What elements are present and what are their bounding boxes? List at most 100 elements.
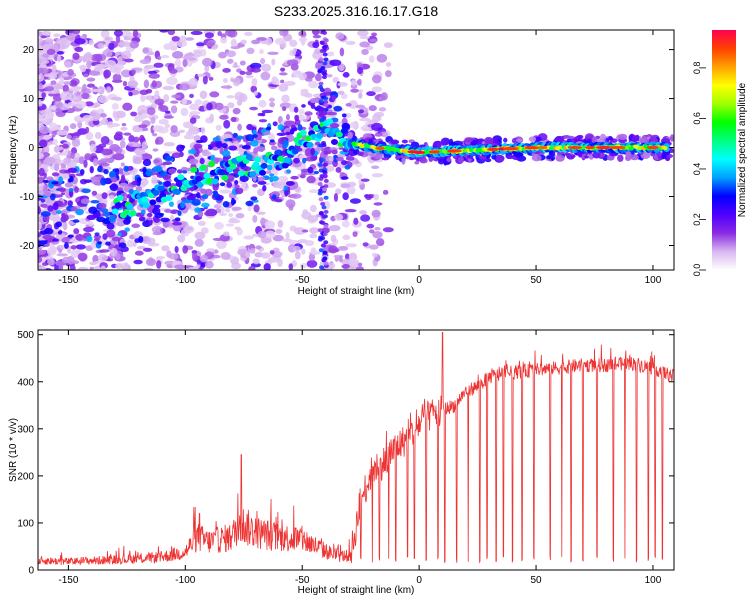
heatmap-noise-blob (85, 126, 90, 134)
heatmap-noise-blob (218, 51, 227, 59)
heatmap-ridge-blob (495, 154, 505, 162)
heatmap-noise-blob (301, 248, 306, 255)
heatmap-noise-blob (371, 74, 382, 84)
heatmap-noise-blob (148, 73, 160, 79)
snr-x-tick-label: -100 (175, 575, 195, 586)
heatmap-noise-blob (214, 102, 224, 111)
heatmap-peak (428, 150, 440, 154)
heatmap-noise-blob (166, 76, 178, 86)
heatmap-noise-blob (289, 39, 298, 47)
heatmap-ridge-blob (242, 144, 251, 150)
heatmap-noise-blob (56, 37, 68, 45)
heatmap-noise-blob (53, 145, 60, 153)
heatmap-noise-blob (79, 64, 87, 73)
heatmap-ridge-blob (213, 141, 221, 148)
heatmap-ridge-blob (210, 154, 216, 162)
heatmap-noise-blob (71, 139, 81, 148)
heatmap-ridge-blob (174, 217, 181, 221)
colorbar-label: Normalized spectral amplitude (737, 82, 748, 217)
heatmap-noise-blob (371, 252, 378, 258)
heatmap-ridge-cell (200, 164, 208, 171)
heatmap-noise-blob (84, 101, 94, 107)
heatmap-noise-blob (219, 189, 232, 194)
heatmap-noise-blob (62, 81, 71, 85)
heatmap-noise-blob (204, 260, 214, 269)
heatmap-noise-blob (155, 136, 164, 145)
heatmap-noise-blob (209, 91, 220, 98)
heatmap-ridge-blob (164, 208, 172, 213)
heatmap-ridge-blob (146, 212, 153, 218)
heatmap-ridge-blob (528, 136, 537, 142)
heatmap-noise-blob (337, 246, 349, 251)
heatmap-noise-blob (271, 58, 276, 66)
heatmap-ridge-blob (536, 136, 542, 142)
heatmap-noise-blob (58, 265, 64, 270)
heatmap-noise-blob (328, 224, 341, 232)
heatmap-noise-blob (128, 91, 133, 97)
heatmap-ridge-blob (390, 139, 400, 145)
heatmap-noise-blob (214, 221, 224, 230)
heatmap-ridge-blob (569, 154, 576, 158)
heatmap-noise-blob (97, 86, 105, 95)
heatmap-noise-blob (257, 112, 264, 117)
heatmap-ridge-blob (329, 123, 340, 129)
heatmap-ridge-blob (290, 175, 299, 180)
heatmap-ridge-blob (73, 228, 80, 235)
heatmap-noise-blob (194, 99, 203, 106)
heatmap-noise-blob (261, 63, 272, 72)
heatmap-noise-blob (38, 139, 48, 148)
heatmap-noise-blob (188, 77, 199, 87)
heatmap-ridge-blob (105, 241, 111, 246)
heatmap-noise-blob (225, 223, 235, 227)
heatmap-noise-blob (162, 85, 175, 91)
heatmap-noise-blob (100, 118, 109, 126)
heatmap-ridge-blob (214, 157, 219, 164)
heatmap-noise-blob (39, 125, 50, 135)
heatmap-ridge-cell (180, 185, 188, 192)
heatmap-ridge-blob (274, 198, 283, 203)
heatmap-noise-blob (132, 142, 142, 148)
heatmap-ridge-blob (228, 145, 238, 151)
heatmap-ridge-blob (276, 132, 287, 136)
heatmap-noise-blob (338, 63, 345, 72)
heatmap-noise-blob (75, 244, 86, 250)
heatmap-noise-blob (289, 193, 302, 199)
heatmap-noise-blob (368, 105, 377, 112)
heatmap-column-blob (321, 45, 327, 50)
heatmap-noise-blob (64, 61, 72, 68)
heatmap-ridge-cell (326, 118, 334, 125)
heatmap-ridge-blob (266, 164, 273, 171)
heatmap-noise-blob (159, 105, 169, 112)
heatmap-column-blob (322, 162, 328, 167)
heatmap-ridge-blob (104, 211, 110, 218)
heatmap-ridge-blob (153, 165, 163, 173)
heatmap-peak (413, 150, 425, 155)
heatmap-ridge-blob (271, 175, 279, 182)
heatmap-noise-blob (67, 69, 74, 76)
heatmap-noise-blob (345, 243, 358, 248)
heatmap-noise-blob (171, 94, 181, 99)
heatmap-noise-blob (70, 245, 77, 250)
heatmap-noise-blob (83, 226, 95, 233)
heatmap-noise-blob (50, 80, 57, 85)
heatmap-ridge-cell (149, 199, 157, 206)
heatmap-noise-blob (46, 110, 55, 119)
heatmap-noise-blob (285, 199, 296, 209)
heatmap-ridge-cell (203, 173, 211, 180)
heatmap-ridge-blob (72, 219, 80, 223)
heatmap-noise-blob (133, 259, 143, 265)
heatmap-column-blob (318, 57, 324, 62)
heatmap-noise-blob (202, 75, 208, 85)
heatmap-column-blob (323, 107, 329, 112)
heatmap-ridge-blob (67, 178, 72, 183)
heatmap-column-blob (317, 162, 323, 167)
heatmap-noise-blob (161, 245, 170, 252)
heatmap-noise-blob (259, 49, 264, 55)
heatmap-ridge-blob (100, 177, 107, 186)
heatmap-noise-blob (170, 100, 179, 104)
snr-panel: -150 -100 -50 0 50 100 0 100 200 300 400 500 Heigh… (8, 329, 675, 596)
heatmap-noise-blob (371, 86, 383, 93)
heatmap-noise-blob (150, 116, 156, 124)
heatmap-ridge-blob (119, 182, 128, 187)
heatmap-noise-blob (158, 118, 169, 125)
